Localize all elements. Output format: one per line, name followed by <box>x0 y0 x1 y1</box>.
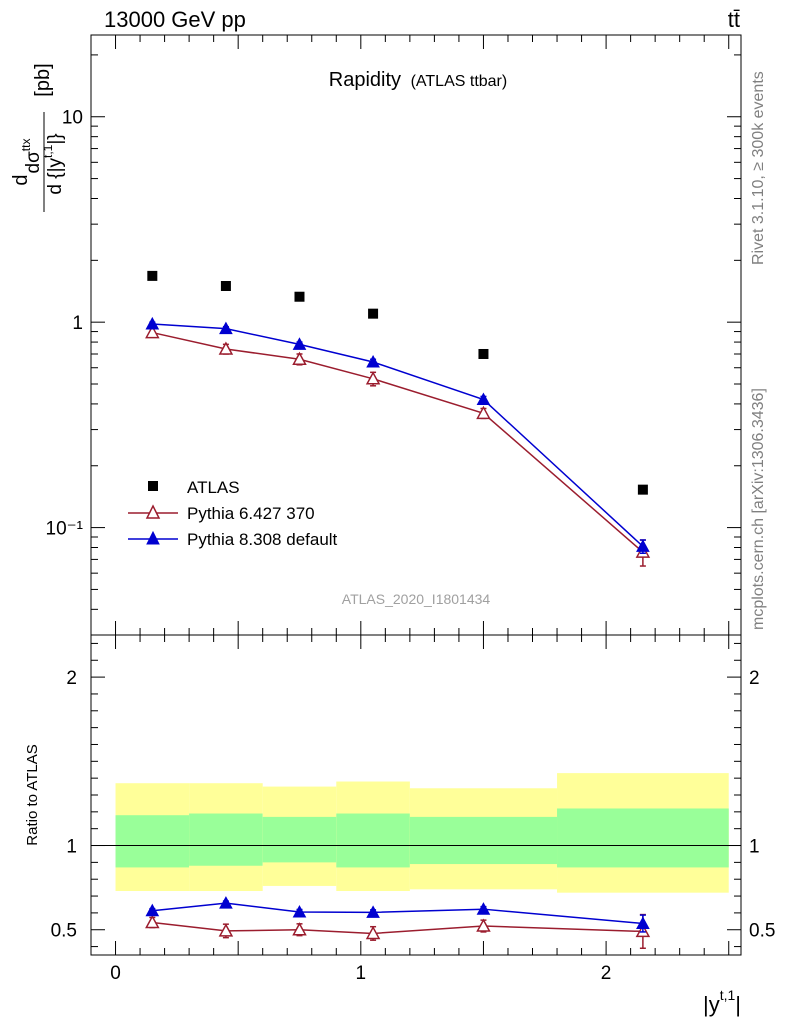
legend-marker-pythia8 <box>146 530 160 545</box>
ratio-ytick-label-right: 2 <box>749 668 760 689</box>
main-ytick-label: 10 <box>62 108 83 129</box>
data-point <box>637 484 648 495</box>
main-y-axis-label: d dσttx d {|yt,1|} [pb] <box>10 63 66 212</box>
ratio-data-point <box>219 896 233 909</box>
ratio-y-tick-labels: 0.5 0.5 1 1 2 2 <box>51 668 776 942</box>
ratio-data-point <box>292 905 307 918</box>
ratio-data-point <box>476 902 491 915</box>
ratio-data-point <box>636 916 650 930</box>
ratio-plot-panel: 0.5 0.5 1 1 2 2 0 1 2 Ratio to ATLAS |yt,1| <box>24 634 776 1017</box>
x-axis-label: |yt,1| <box>703 987 741 1017</box>
data-point <box>294 291 305 302</box>
rivet-label: Rivet 3.1.10, ≥ 300k events <box>750 71 767 265</box>
inner-band <box>262 816 337 863</box>
xlabel-sup: t,1 <box>720 987 736 1003</box>
xlabel-main: |y <box>703 992 720 1017</box>
ratio-series-layer <box>145 896 651 950</box>
legend-marker-pythia6 <box>145 504 161 519</box>
data-point <box>147 270 158 281</box>
plot-title: Rapidity (ATLAS ttbar) <box>329 69 507 91</box>
data-point <box>218 341 234 355</box>
ratio-data-point <box>366 905 380 918</box>
main-y-tick-labels: 10⁻¹ 1 10 <box>46 108 84 540</box>
ratio-data-point <box>365 925 381 940</box>
data-point <box>145 324 160 339</box>
ratio-xtick-label: 1 <box>356 963 367 984</box>
inner-band <box>409 816 558 865</box>
main-axis-ticks <box>91 35 741 636</box>
ratio-data-point <box>218 923 234 937</box>
data-point <box>292 351 307 365</box>
main-ytick-label: 10⁻¹ <box>46 519 84 540</box>
ratio-ytick-label-right: 1 <box>749 837 760 858</box>
ratio-xtick-label: 0 <box>110 963 121 984</box>
data-point <box>366 354 380 368</box>
ratio-x-tick-labels: 0 1 2 <box>110 963 611 984</box>
svg-text:dσttx: dσttx <box>19 139 44 174</box>
legend-item-atlas: ATLAS <box>148 478 240 497</box>
ratio-data-point <box>476 918 491 932</box>
mcplots-label: mcplots.cern.ch [arXiv:1306.3436] <box>750 388 767 630</box>
data-point <box>220 280 231 291</box>
series-pythia8 <box>145 316 650 555</box>
ratio-data-point <box>145 914 160 929</box>
main-plot-panel: 10⁻¹ 1 10 Rapidity (ATLAS ttbar) ATLAS_202… <box>10 34 742 636</box>
ratio-plot-frame <box>90 634 742 956</box>
ratio-y-axis-label: Ratio to ATLAS <box>24 744 41 845</box>
data-point <box>478 348 489 359</box>
inner-band <box>557 808 729 868</box>
ylabel-denominator-sup: t,1 <box>41 144 55 158</box>
header-energy: 13000 GeV pp <box>104 7 246 32</box>
legend-label-atlas: ATLAS <box>187 478 240 497</box>
main-ytick-label: 1 <box>72 313 83 334</box>
main-series-layer <box>145 270 651 567</box>
data-point <box>365 371 381 385</box>
ylabel-numerator-sup: ttx <box>19 139 33 152</box>
legend-marker-atlas <box>148 481 158 491</box>
series-line <box>152 331 644 553</box>
series-line <box>152 323 644 547</box>
ratio-series-pythia6 <box>145 913 651 950</box>
analysis-watermark: ATLAS_2020_I1801434 <box>342 591 491 607</box>
svg-text:d: d <box>10 174 32 185</box>
ratio-ytick-label-left: 1 <box>66 837 77 858</box>
legend-item-pythia6: Pythia 6.427 370 <box>128 504 315 523</box>
legend-item-pythia8: Pythia 8.308 default <box>128 530 338 549</box>
data-point <box>292 337 307 350</box>
legend: ATLAS Pythia 6.427 370 Pythia 8.308 defa… <box>128 478 338 549</box>
ratio-ytick-label-right: 0.5 <box>749 921 775 942</box>
ylabel-numerator: dσ <box>23 151 44 174</box>
data-point <box>476 405 491 420</box>
xlabel-close: | <box>735 992 741 1017</box>
legend-label-pythia8: Pythia 8.308 default <box>187 530 338 549</box>
ratio-series-line <box>152 921 643 935</box>
ylabel-denominator-close: |} <box>45 133 66 144</box>
ratio-series-line <box>152 902 643 925</box>
ratio-uncertainty-bands <box>115 773 729 893</box>
data-point <box>636 539 650 552</box>
ratio-xtick-label: 2 <box>601 963 612 984</box>
ratio-data-point <box>292 922 307 936</box>
data-point <box>145 316 160 330</box>
legend-label-pythia6: Pythia 6.427 370 <box>187 504 315 523</box>
ylabel-d: d <box>10 174 32 185</box>
svg-text:d {|yt,1|}: d {|yt,1|} <box>41 133 66 194</box>
ratio-ytick-label-left: 0.5 <box>51 921 77 942</box>
ratio-series-pythia8 <box>145 896 650 933</box>
data-point <box>368 308 379 319</box>
ylabel-denominator: d {|y <box>45 158 66 195</box>
header-process: tt̄ <box>728 7 740 32</box>
inner-band <box>336 813 410 868</box>
svg-text:[pb]: [pb] <box>32 63 54 96</box>
data-point <box>476 392 491 406</box>
inner-band <box>115 815 190 868</box>
inner-band <box>189 813 263 866</box>
ratio-data-point <box>145 903 160 917</box>
data-point <box>219 321 233 335</box>
ratio-axis-ticks <box>91 635 741 955</box>
series-atlas <box>147 270 648 495</box>
ylabel-unit: [pb] <box>32 63 54 96</box>
ratio-ytick-label-left: 2 <box>66 668 77 689</box>
